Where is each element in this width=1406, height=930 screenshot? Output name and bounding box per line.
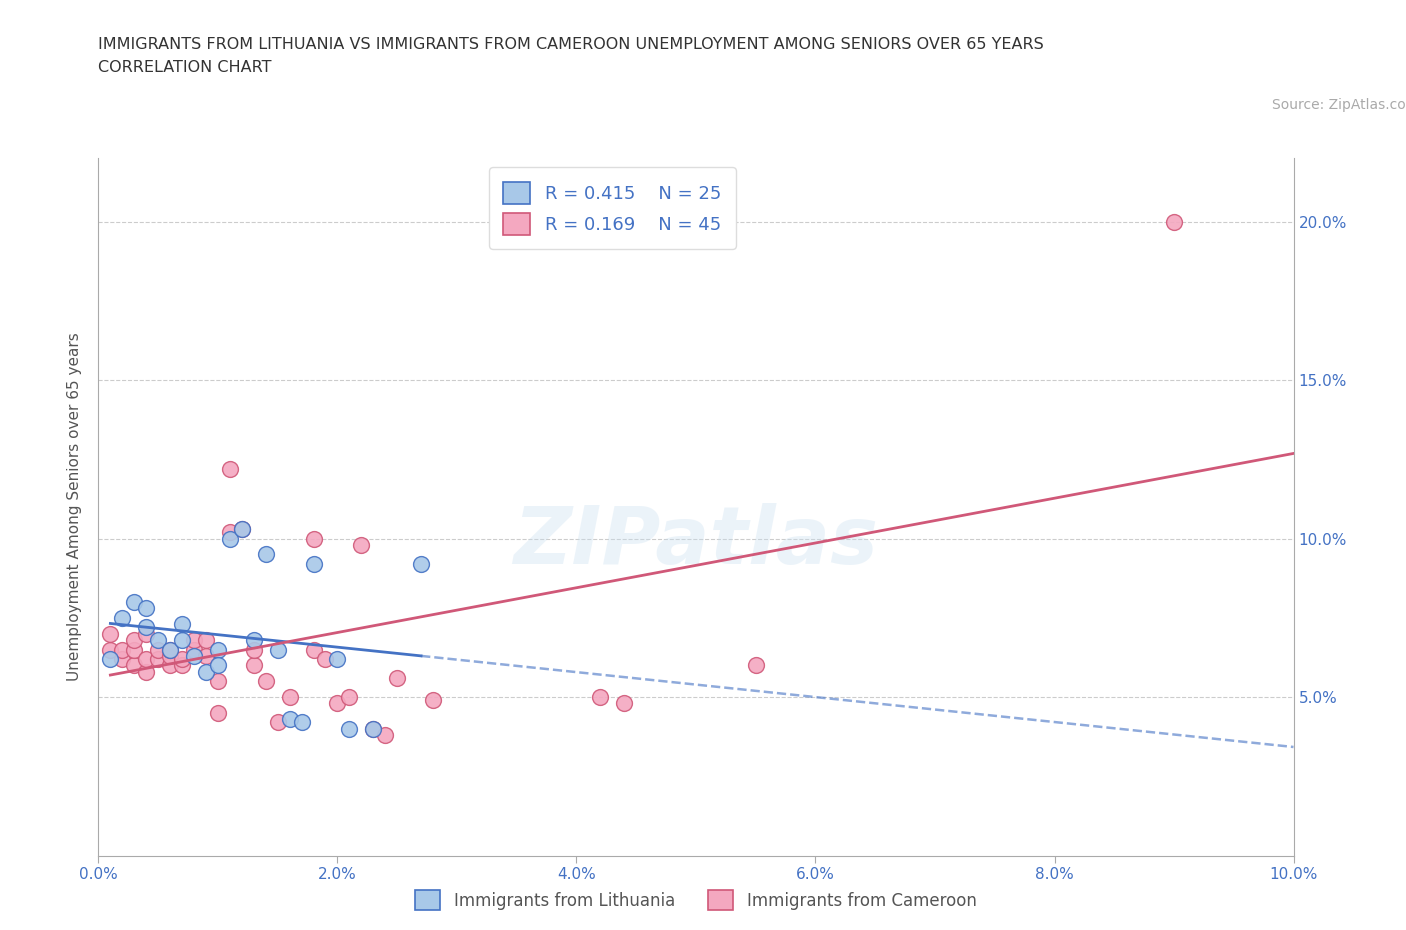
Point: [207, 642, 229, 657]
Point: [254, 673, 277, 688]
Point: [363, 722, 385, 737]
Point: [363, 722, 385, 737]
Point: [183, 648, 205, 663]
Point: [243, 658, 266, 672]
Point: [135, 664, 157, 679]
Point: [124, 642, 146, 657]
Point: [124, 594, 146, 609]
Point: [302, 531, 325, 546]
Point: [159, 642, 181, 657]
Point: [745, 658, 768, 672]
Point: [159, 642, 181, 657]
Point: [243, 642, 266, 657]
Point: [326, 652, 349, 667]
Point: [291, 715, 314, 730]
Point: [100, 626, 122, 641]
Point: [124, 658, 146, 672]
Point: [100, 642, 122, 657]
Point: [172, 632, 194, 647]
Point: [111, 610, 134, 625]
Point: [207, 673, 229, 688]
Point: [302, 642, 325, 657]
Point: [172, 617, 194, 631]
Point: [148, 632, 170, 647]
Point: [302, 556, 325, 571]
Point: [339, 690, 360, 705]
Point: [278, 690, 301, 705]
Point: [339, 722, 360, 737]
Point: [219, 531, 242, 546]
Legend: Immigrants from Lithuania, Immigrants from Cameroon: Immigrants from Lithuania, Immigrants fr…: [409, 884, 983, 917]
Text: Source: ZipAtlas.com: Source: ZipAtlas.com: [1272, 98, 1406, 112]
Point: [219, 461, 242, 476]
Point: [183, 642, 205, 657]
Point: [1163, 214, 1185, 229]
Point: [100, 652, 122, 667]
Point: [254, 547, 277, 562]
Point: [613, 696, 636, 711]
Text: IMMIGRANTS FROM LITHUANIA VS IMMIGRANTS FROM CAMEROON UNEMPLOYMENT AMONG SENIORS: IMMIGRANTS FROM LITHUANIA VS IMMIGRANTS …: [98, 37, 1045, 52]
Point: [172, 658, 194, 672]
Point: [231, 522, 253, 537]
Y-axis label: Unemployment Among Seniors over 65 years: Unemployment Among Seniors over 65 years: [67, 333, 83, 681]
Point: [267, 715, 290, 730]
Point: [195, 648, 218, 663]
Point: [111, 642, 134, 657]
Point: [219, 525, 242, 539]
Point: [385, 671, 409, 685]
Point: [278, 711, 301, 726]
Point: [183, 632, 205, 647]
Point: [326, 696, 349, 711]
Point: [135, 601, 157, 616]
Point: [148, 642, 170, 657]
Point: [422, 693, 444, 708]
Point: [195, 632, 218, 647]
Point: [195, 664, 218, 679]
Point: [135, 652, 157, 667]
Point: [159, 658, 181, 672]
Point: [111, 652, 134, 667]
Point: [267, 642, 290, 657]
Point: [148, 652, 170, 667]
Point: [315, 652, 337, 667]
Point: [124, 632, 146, 647]
Text: ZIPatlas: ZIPatlas: [513, 503, 879, 580]
Point: [207, 658, 229, 672]
Point: [207, 706, 229, 721]
Point: [135, 626, 157, 641]
Point: [231, 522, 253, 537]
Point: [589, 690, 612, 705]
Point: [411, 556, 433, 571]
Point: [159, 648, 181, 663]
Point: [135, 620, 157, 635]
Point: [350, 538, 373, 552]
Point: [243, 632, 266, 647]
Point: [374, 727, 396, 742]
Text: CORRELATION CHART: CORRELATION CHART: [98, 60, 271, 75]
Point: [172, 652, 194, 667]
